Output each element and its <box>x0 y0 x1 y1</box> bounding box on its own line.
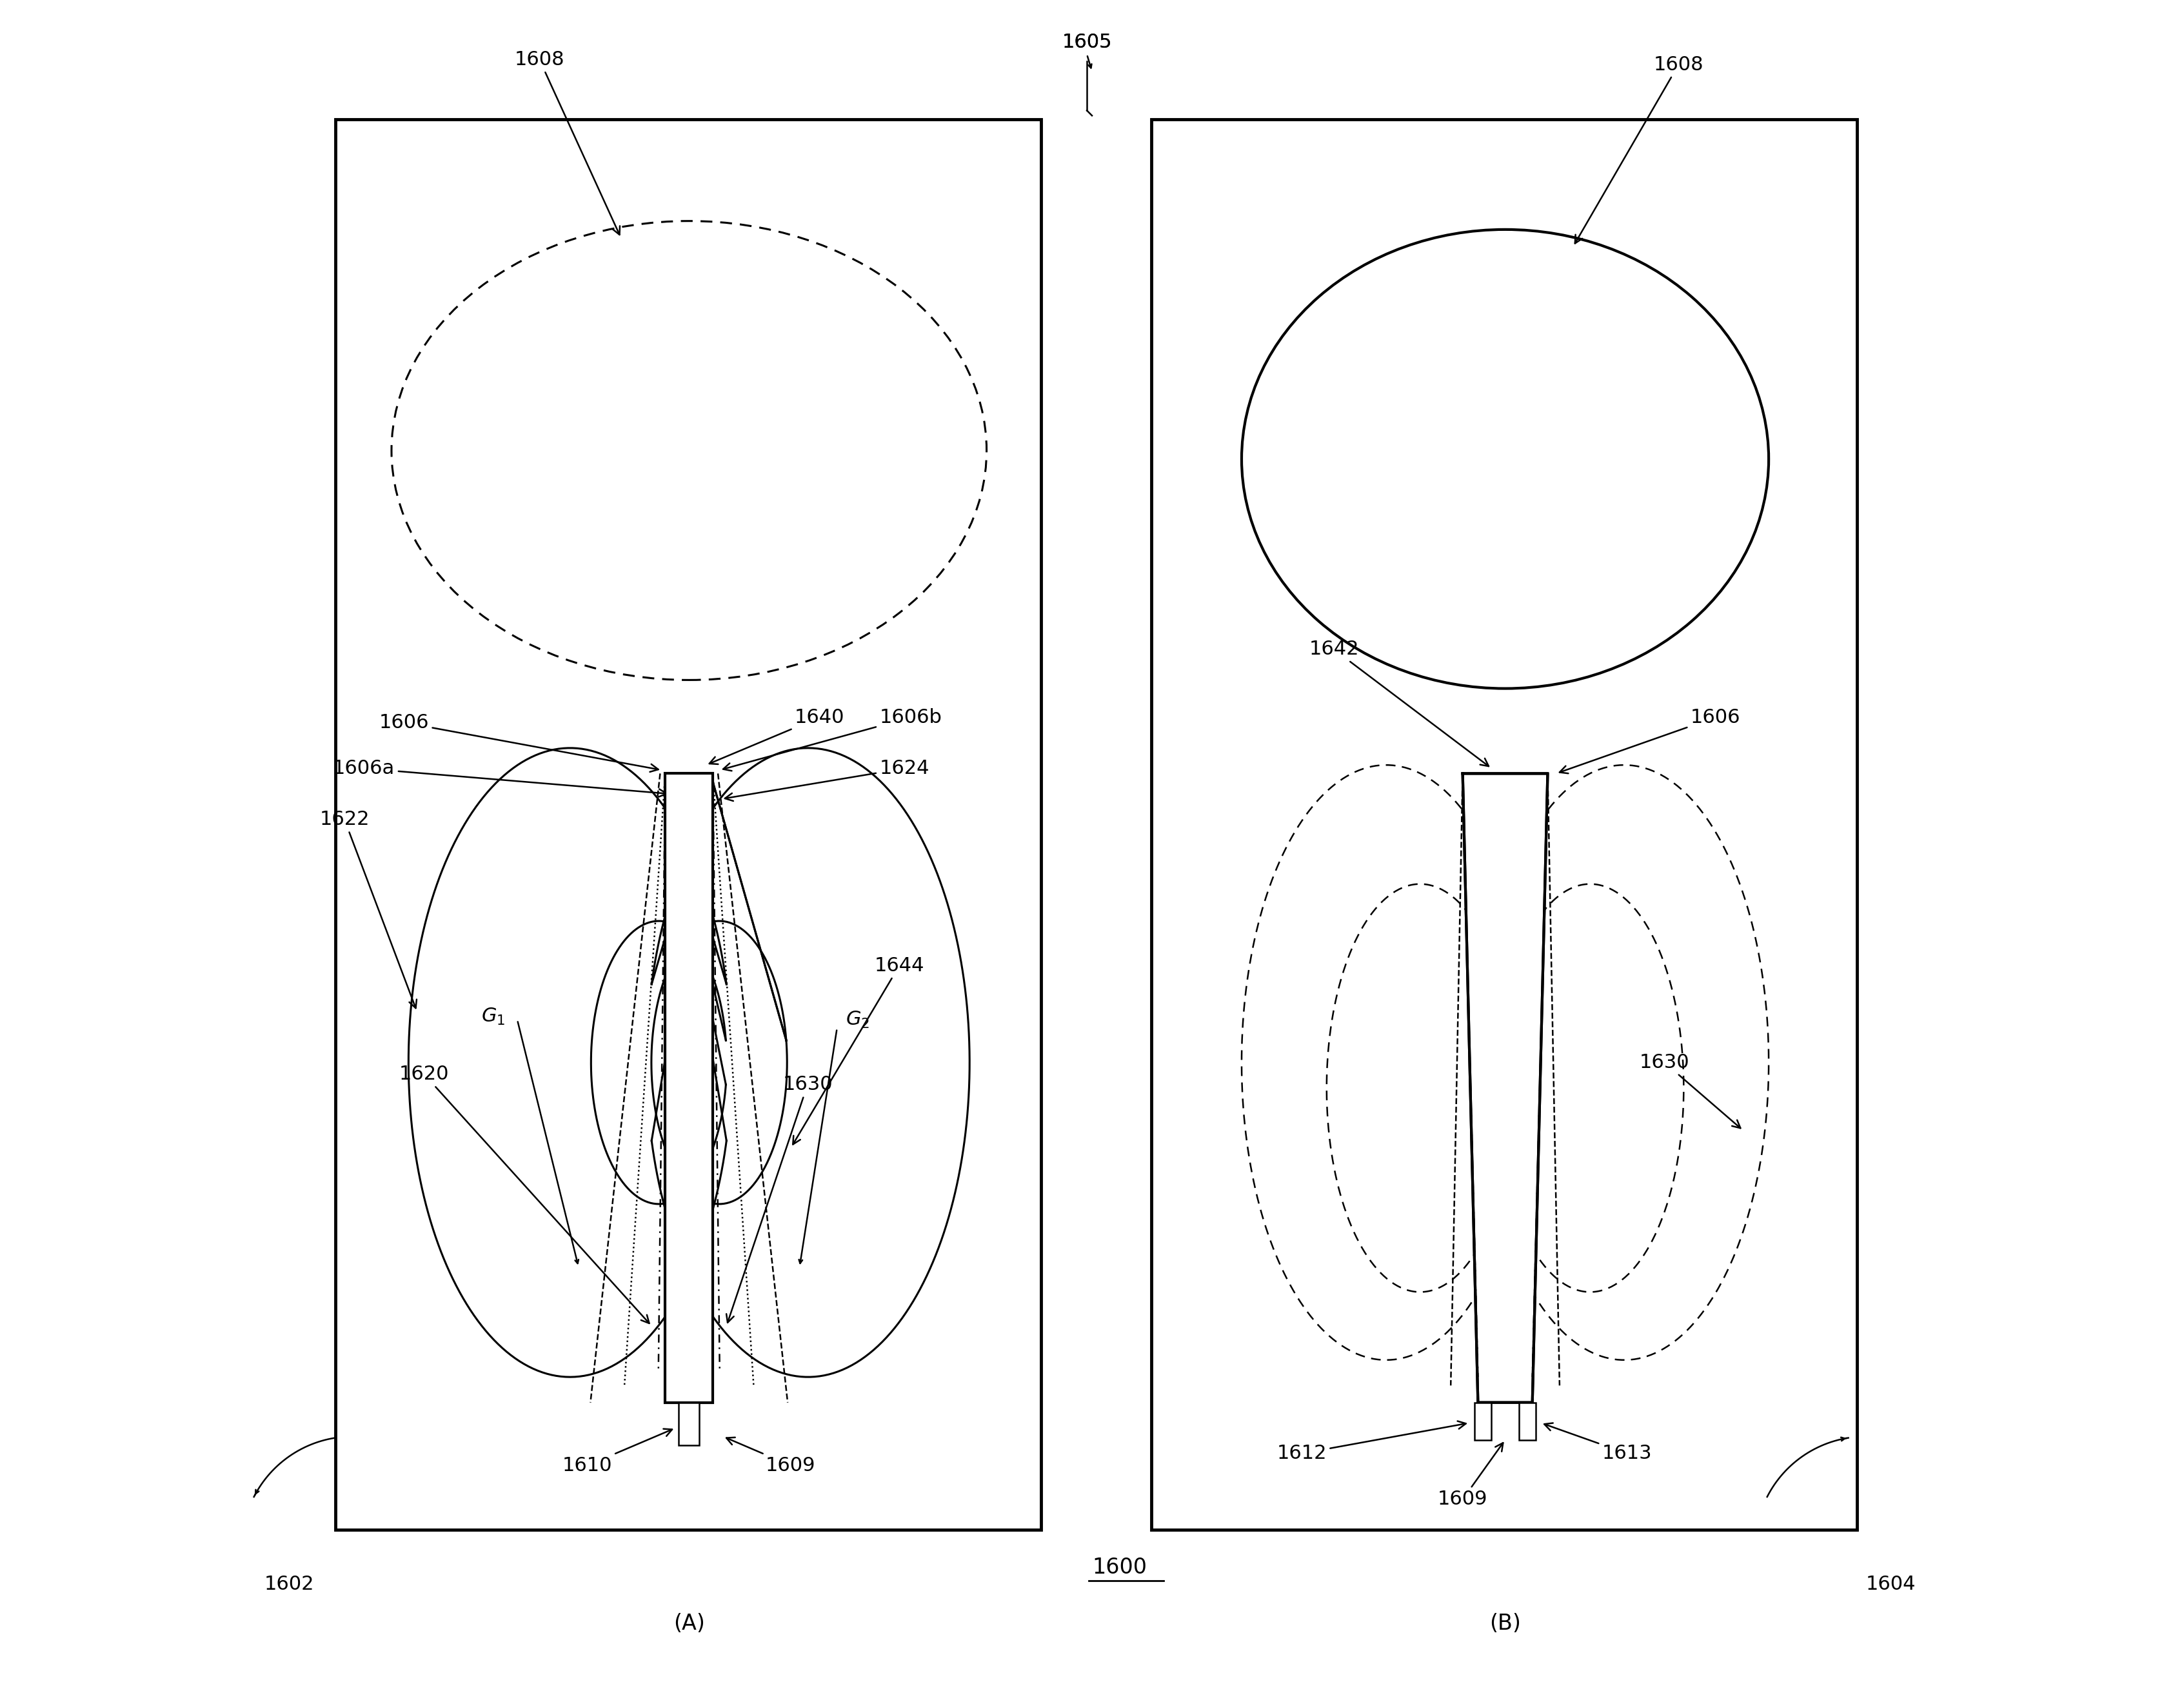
Text: 1609: 1609 <box>727 1438 815 1476</box>
Text: 1606: 1606 <box>378 712 657 772</box>
Bar <box>1474 1402 1492 1440</box>
Text: 1610: 1610 <box>563 1430 673 1476</box>
Text: (B): (B) <box>1489 1613 1520 1634</box>
Bar <box>1518 1402 1535 1440</box>
Text: 1640: 1640 <box>710 707 845 765</box>
Text: 1605: 1605 <box>1061 32 1112 53</box>
Text: (A): (A) <box>673 1613 705 1634</box>
Text: 1620: 1620 <box>400 1064 649 1323</box>
Text: G$_1$: G$_1$ <box>480 1006 507 1027</box>
Text: 1644: 1644 <box>793 955 924 1144</box>
Text: 1613: 1613 <box>1544 1423 1651 1464</box>
Text: G$_2$: G$_2$ <box>845 1010 869 1030</box>
Text: 1606a: 1606a <box>332 758 666 797</box>
Text: 1612: 1612 <box>1278 1421 1465 1464</box>
Text: 1608: 1608 <box>515 49 620 235</box>
Text: 1609: 1609 <box>1437 1443 1503 1510</box>
Text: 1602: 1602 <box>264 1574 314 1595</box>
Text: 1604: 1604 <box>1865 1574 1915 1595</box>
Text: 1606b: 1606b <box>723 707 941 770</box>
Bar <box>679 1402 699 1445</box>
Text: 1630: 1630 <box>1640 1052 1741 1129</box>
Text: 1606: 1606 <box>1559 707 1741 774</box>
Text: 1642: 1642 <box>1308 639 1489 767</box>
Bar <box>666 774 712 1402</box>
Text: 1608: 1608 <box>1575 54 1704 243</box>
Text: 1605: 1605 <box>1061 32 1112 53</box>
Text: 1630: 1630 <box>727 1074 832 1323</box>
Polygon shape <box>1463 774 1548 1402</box>
Text: 1624: 1624 <box>725 758 930 801</box>
Text: 1600: 1600 <box>1092 1557 1147 1578</box>
Text: 1622: 1622 <box>319 809 417 1008</box>
Bar <box>1151 119 1856 1530</box>
Bar <box>336 119 1042 1530</box>
